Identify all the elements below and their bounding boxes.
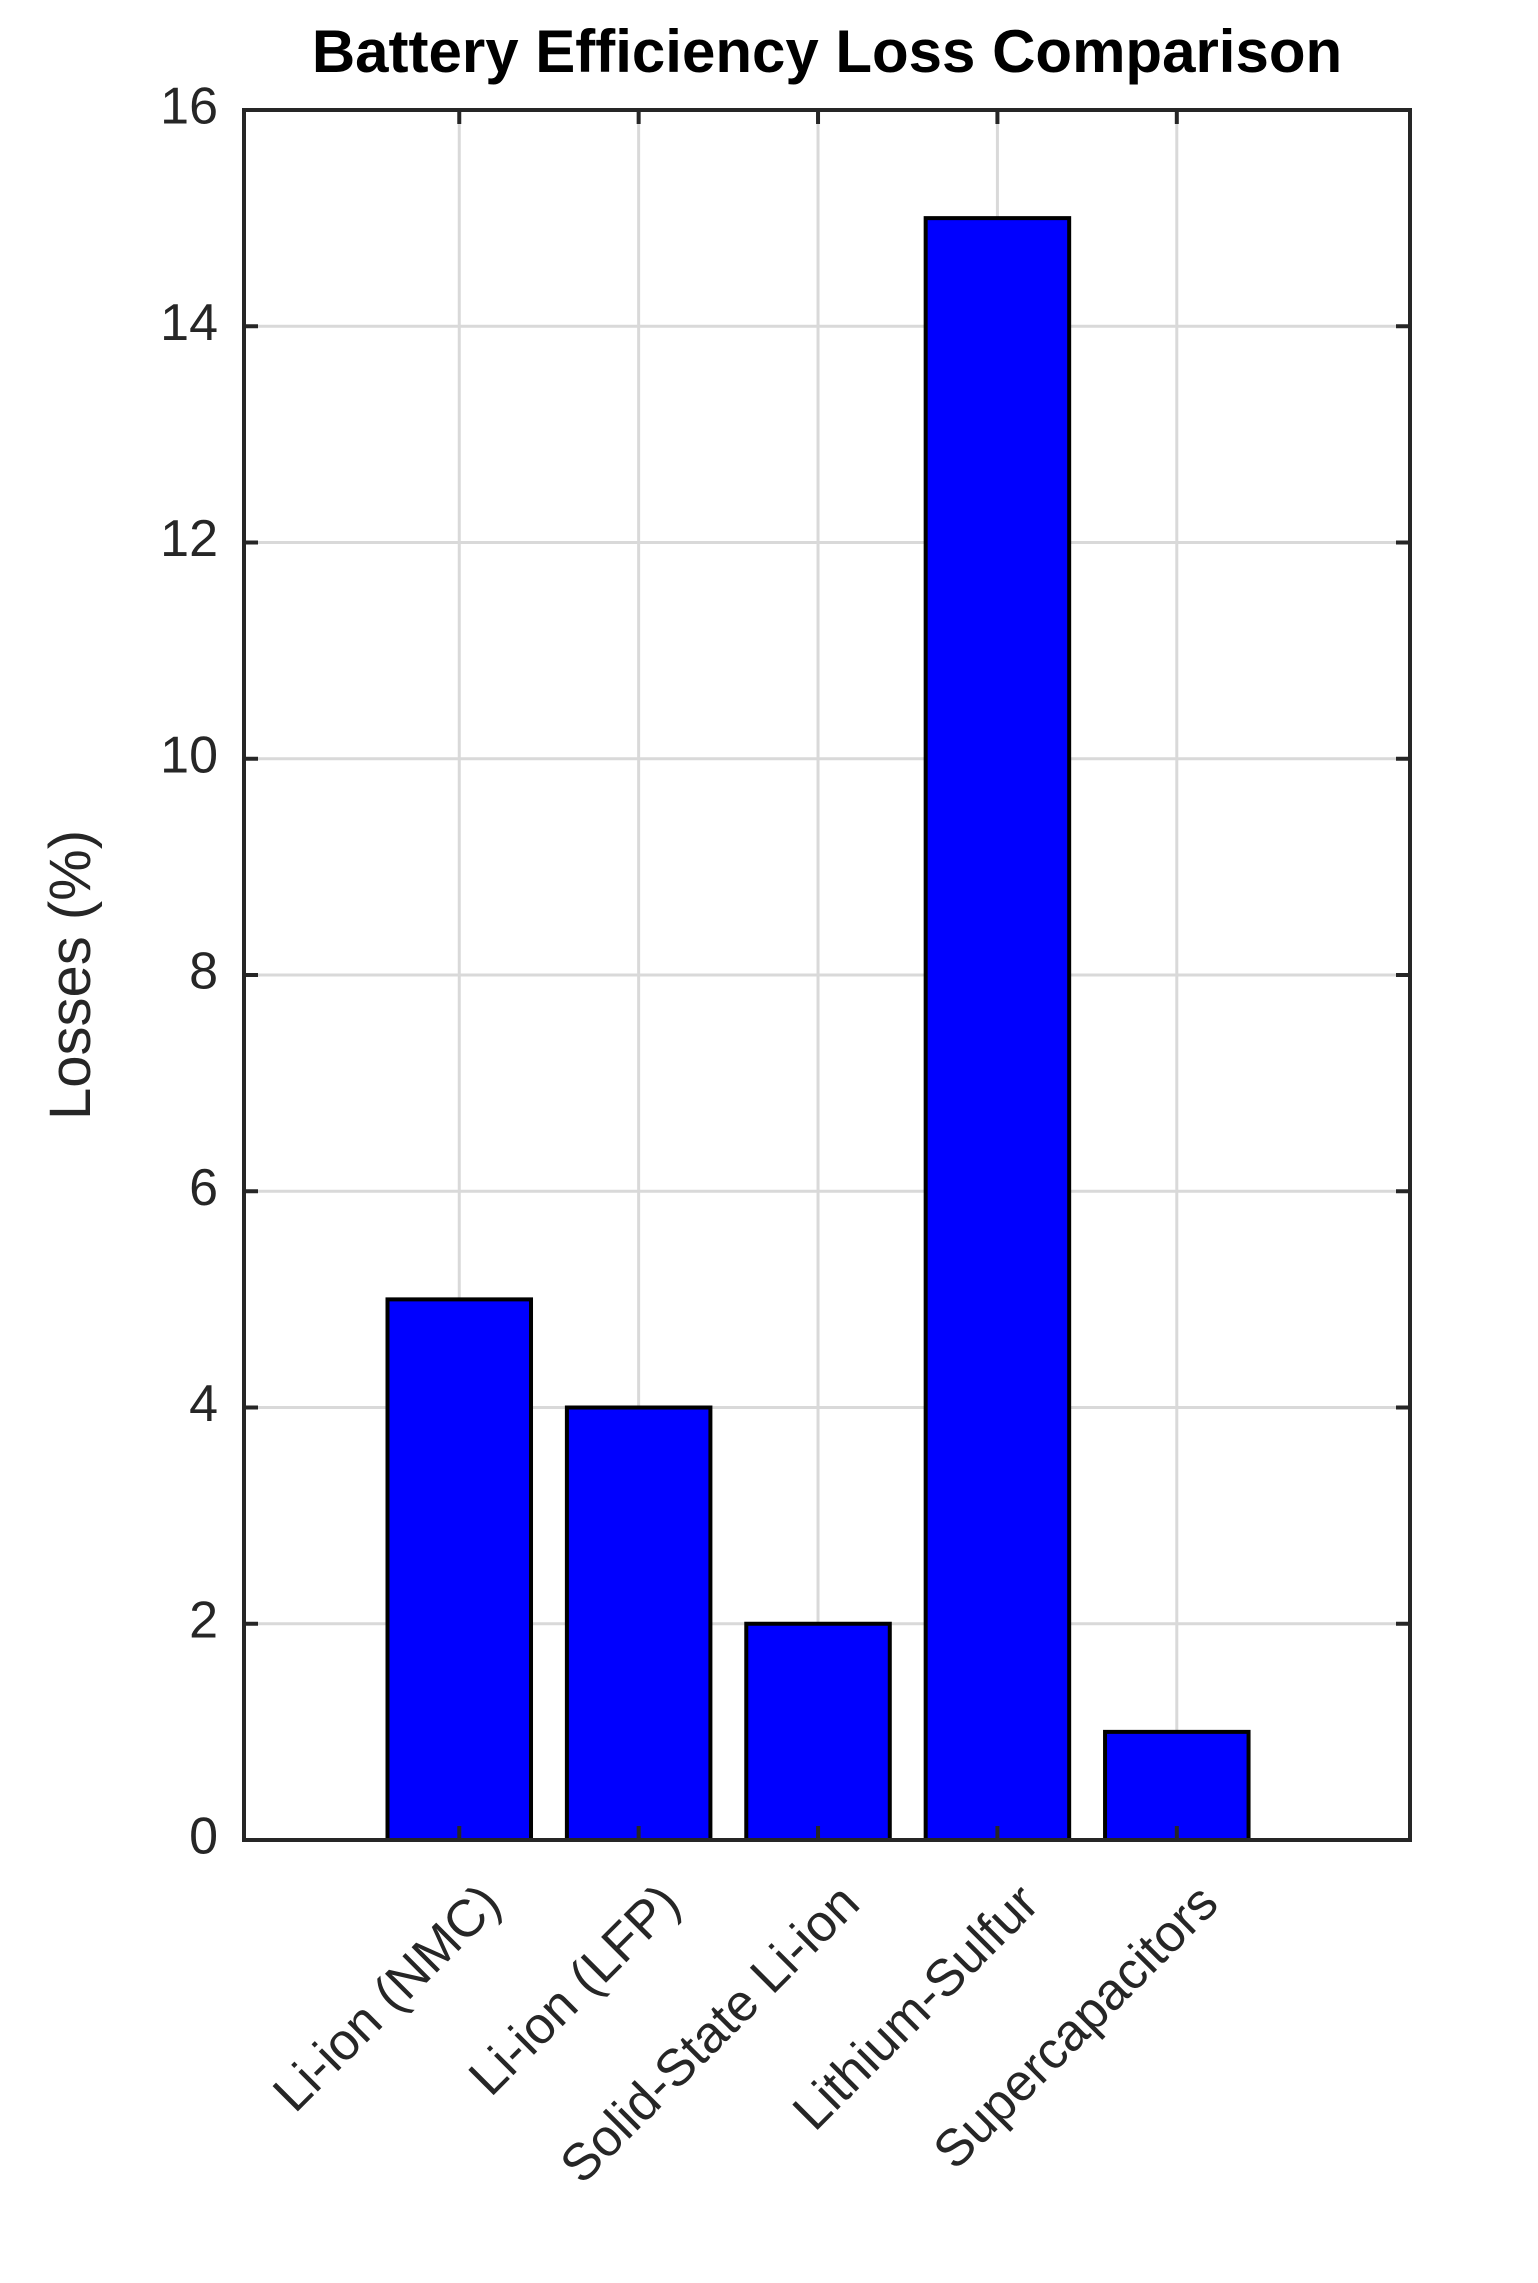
- chart-title: Battery Efficiency Loss Comparison: [312, 18, 1342, 85]
- axis-ticks: [244, 108, 1410, 1842]
- bar-4: [1103, 1729, 1251, 1842]
- y-tick-label-8: 16: [160, 78, 218, 136]
- y-tick-label-2: 4: [189, 1375, 218, 1433]
- bar-1: [564, 1405, 713, 1842]
- bar-2: [744, 1621, 892, 1842]
- y-axis-label: Losses (%): [38, 830, 103, 1120]
- y-tick-label-7: 14: [160, 294, 218, 352]
- y-tick-label-0: 0: [189, 1808, 218, 1866]
- y-tick-label-3: 6: [189, 1159, 218, 1217]
- bar-0: [385, 1297, 534, 1842]
- y-tick-label-1: 2: [189, 1591, 218, 1649]
- y-tick-label-5: 10: [160, 726, 218, 784]
- bars: [385, 216, 1251, 1842]
- y-tick-label-6: 12: [160, 510, 218, 568]
- y-tick-labels: 0 2 4 6 8 10 12 14 16: [160, 78, 218, 1866]
- bar-3: [923, 216, 1072, 1842]
- y-tick-label-4: 8: [189, 943, 218, 1001]
